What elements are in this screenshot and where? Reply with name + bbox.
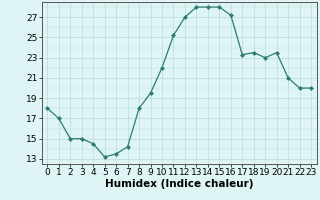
X-axis label: Humidex (Indice chaleur): Humidex (Indice chaleur) — [105, 179, 253, 189]
